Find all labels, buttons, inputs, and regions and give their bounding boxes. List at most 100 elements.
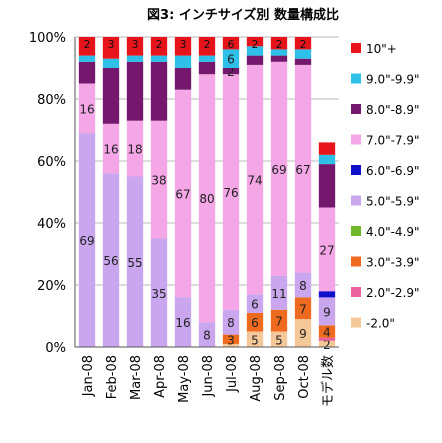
bar-segment [174, 55, 192, 68]
legend-label: 8.0"-8.9" [366, 103, 420, 117]
x-tick-label: Jan-08 [81, 355, 96, 397]
bar-segment [102, 123, 120, 174]
data-label: 27 [319, 243, 334, 257]
bar-segment [222, 49, 240, 68]
bar-segment [126, 61, 144, 121]
data-label: 5 [275, 333, 283, 347]
chart-title: 図3: インチサイズ別 数量構成比 [147, 7, 339, 23]
bar-segment [198, 37, 216, 56]
bar-segment [246, 331, 264, 347]
data-label: 6 [251, 298, 259, 312]
bar-segment [294, 297, 312, 320]
y-tick-label: 80% [37, 93, 66, 108]
data-label: 8 [203, 329, 211, 343]
data-label: 4 [323, 326, 331, 340]
data-label: 7 [275, 315, 283, 329]
bar-segment [318, 297, 336, 326]
bar-segment [78, 55, 96, 62]
bar-segment [78, 37, 96, 56]
bar-segment [294, 272, 312, 298]
bar-segment [270, 49, 288, 56]
bar-segment [126, 120, 144, 177]
data-label: 5 [251, 333, 259, 347]
data-label-top: 2 [300, 38, 307, 51]
data-label: 9 [299, 327, 307, 341]
bar-segment [150, 120, 168, 239]
bar-segment [174, 297, 192, 347]
data-label: 55 [127, 256, 142, 270]
bar-segment [102, 37, 120, 59]
bar-segment [102, 173, 120, 347]
bar-segment [246, 294, 264, 313]
bar-segment [198, 55, 216, 62]
legend-swatch [351, 43, 361, 53]
bar-segment [174, 68, 192, 90]
bar-segment [270, 55, 288, 62]
legend-swatch [351, 317, 361, 328]
data-label: 8 [227, 316, 235, 330]
bars: 6916256163551833538216673880238762665667… [78, 37, 336, 352]
legend-label: -2.0" [366, 317, 395, 331]
bar-segment [246, 46, 264, 56]
bar-segment [222, 37, 240, 50]
data-label: 2 [227, 65, 235, 79]
data-label-top: 2 [252, 38, 259, 51]
legend-swatch [351, 134, 361, 145]
legend: 10"+ 9.0"-9.9" 8.0"-8.9" 7.0"-7.9" 6.0"-6.9"… [351, 42, 420, 331]
bar-segment [78, 61, 96, 84]
legend-swatch [351, 104, 361, 114]
bar-segment [246, 312, 264, 332]
legend-swatch [351, 256, 361, 267]
data-label-top: 2 [204, 38, 211, 51]
data-label: 76 [223, 186, 238, 200]
data-label: 80 [199, 192, 214, 206]
data-label: 67 [295, 163, 310, 177]
x-tick-label: Mar-08 [129, 355, 144, 400]
bar-segment [222, 343, 240, 347]
bar-segment [318, 154, 336, 165]
axes: 0% 20% 40% 60% 80% 100% Jan-08 Feb-08 Mar-08 Apr-… [29, 31, 339, 407]
legend-swatch [351, 73, 361, 84]
legend-label: 2.0"-2.9" [366, 286, 420, 300]
data-label: 16 [79, 102, 94, 116]
bar-segment [318, 207, 336, 292]
bar-segment [126, 55, 144, 62]
data-label-top: 3 [180, 38, 187, 51]
x-tick-label: Jul-08 [225, 355, 240, 393]
y-tick-label: 20% [37, 279, 66, 294]
bar-segment [150, 238, 168, 347]
bar-segment [150, 61, 168, 121]
bar-segment [270, 61, 288, 276]
data-label: 9 [323, 305, 331, 319]
data-label: 2 [323, 338, 331, 352]
y-tick-label: 60% [37, 155, 66, 170]
x-tick-label: Jun-08 [201, 355, 216, 398]
x-tick-label: Oct-08 [297, 355, 312, 399]
bar-segment [294, 58, 312, 65]
data-label: 67 [175, 188, 190, 202]
x-tick-label: モデル数 [320, 355, 336, 407]
bar-segment [78, 133, 96, 347]
bar-segment [246, 37, 264, 47]
bar-segment [150, 37, 168, 56]
legend-swatch [351, 195, 361, 206]
x-tick-label: Sep-08 [273, 355, 288, 401]
legend-label: 3.0"-3.9" [366, 256, 420, 270]
y-tick-label: 40% [37, 217, 66, 232]
legend-label: 6.0"-6.9" [366, 164, 420, 178]
data-label-top: 2 [84, 38, 91, 51]
bar-segment [294, 319, 312, 347]
bar-segment [294, 37, 312, 50]
bar-segment [318, 325, 336, 338]
bar-segment [222, 309, 240, 335]
legend-label: 5.0"-5.9" [366, 195, 420, 209]
data-label: 69 [79, 234, 94, 248]
bar-segment [102, 68, 120, 124]
bar-segment [294, 64, 312, 273]
data-label: 6 [251, 316, 259, 330]
legend-swatch [351, 226, 361, 236]
legend-label: 10"+ [366, 42, 397, 56]
bar-segment [294, 49, 312, 59]
